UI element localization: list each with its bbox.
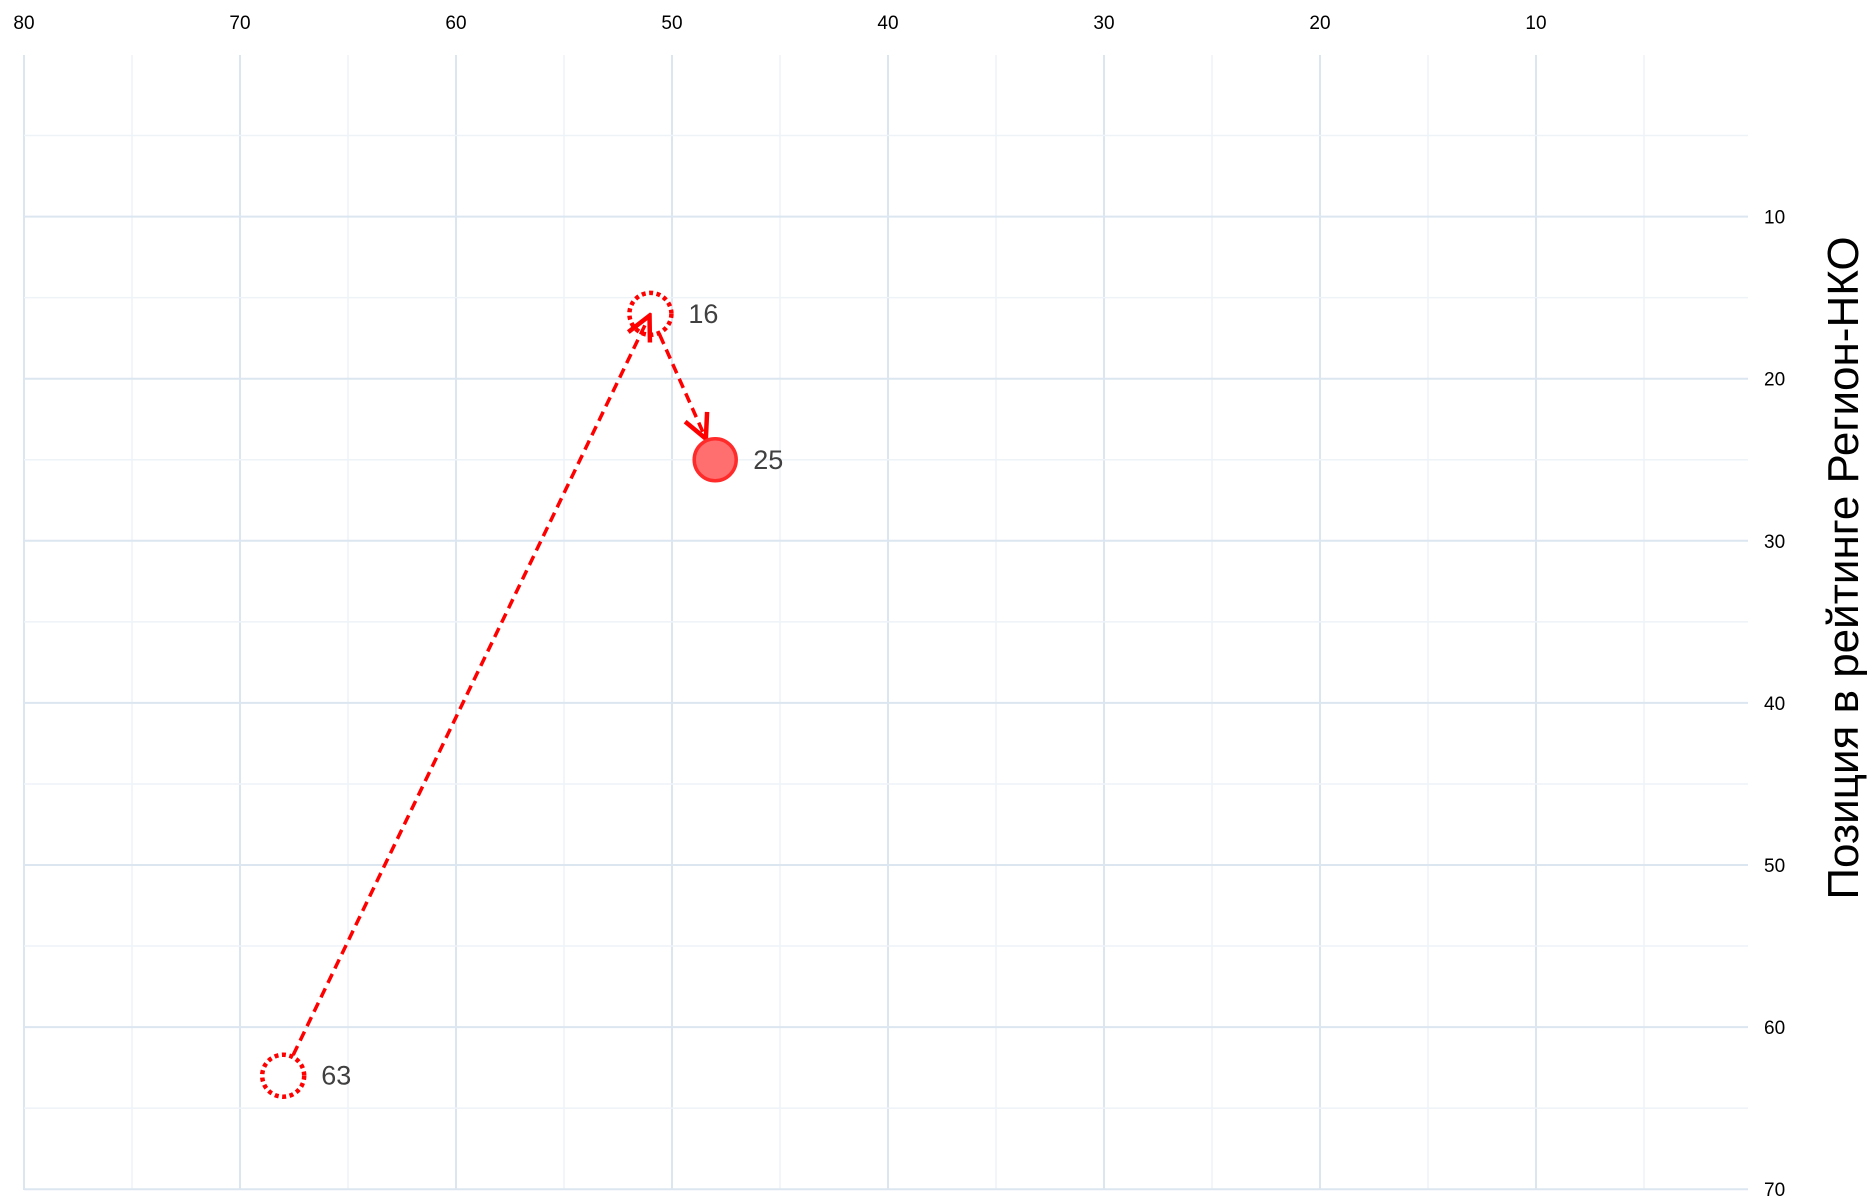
- data-point-previous: [627, 290, 674, 338]
- y-tick-label: 60: [1764, 1018, 1785, 1039]
- y-tick-label: 30: [1764, 532, 1785, 553]
- x-tick-label: 10: [1525, 13, 1546, 34]
- tick-labels: 80 70 60 50 40 30 20 10 10 20 30 40 50 60 70: [13, 13, 1785, 1200]
- x-tick-label: 70: [229, 13, 250, 34]
- x-tick-label: 50: [661, 13, 682, 34]
- x-tick-label: 60: [445, 13, 466, 34]
- point-labels: 63 16 25: [321, 299, 783, 1091]
- data-points: [259, 290, 738, 1099]
- x-tick-label: 80: [13, 13, 34, 34]
- data-label: 16: [688, 299, 718, 329]
- y-tick-label: 50: [1764, 856, 1785, 877]
- data-label: 25: [753, 445, 783, 475]
- y-tick-label: 10: [1764, 208, 1785, 229]
- data-point-previous: [259, 1052, 307, 1099]
- y-axis-title: Позиция в рейтинге Регион-НКО: [1819, 236, 1868, 899]
- grid: [23, 55, 1748, 1191]
- x-tick-label: 30: [1093, 13, 1114, 34]
- x-tick-label: 20: [1309, 13, 1330, 34]
- data-label: 63: [321, 1061, 351, 1091]
- y-tick-label: 40: [1764, 694, 1785, 715]
- data-point-current: [692, 437, 738, 483]
- x-tick-label: 40: [877, 13, 898, 34]
- trajectory-segment: [658, 334, 706, 439]
- trajectory-segment: [291, 316, 649, 1056]
- y-tick-label: 20: [1764, 370, 1785, 391]
- trajectory-path: [291, 316, 706, 1056]
- y-tick-label: 70: [1764, 1180, 1785, 1200]
